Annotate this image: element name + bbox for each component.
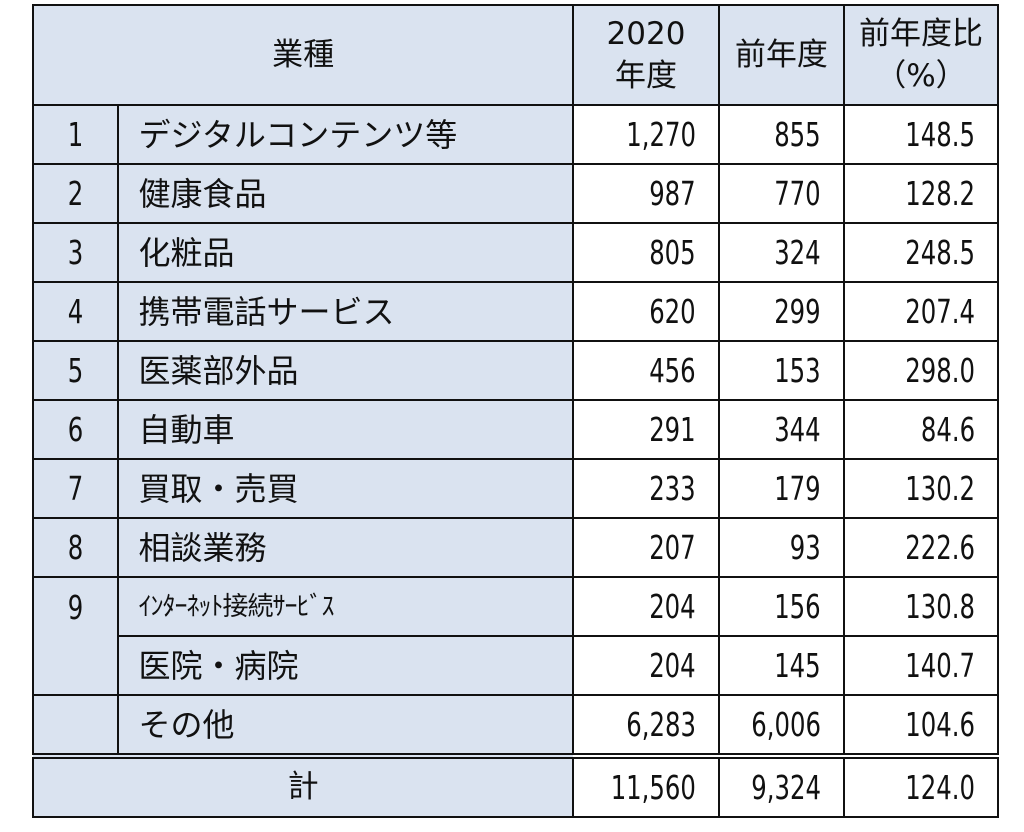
header-prev-year: 前年度 (717, 4, 845, 106)
table-row: 9 ｲﾝﾀｰﾈｯﾄ接続ｻｰﾋﾞｽ 204 156 130.8 (32, 576, 1000, 637)
rank-cell (32, 694, 119, 757)
ratio-cell: 130.8 (842, 576, 1000, 637)
header-fy2020-year: 2020 (606, 16, 686, 52)
ratio-cell: 222.6 (842, 517, 1000, 578)
category-cell: その他 (116, 694, 575, 757)
total-row: 計 11,560 9,324 124.0 (31, 753, 1000, 818)
ratio-cell: 298.0 (842, 340, 1000, 401)
category-cell: 買取・売買 (116, 458, 575, 519)
category-cell: 医薬部外品 (116, 340, 575, 401)
table-row: 6 自動車 291 344 84.6 (32, 399, 1000, 460)
prev-year-cell: 179 (717, 458, 845, 519)
ratio-cell: 128.2 (842, 163, 1000, 224)
fy2020-cell: 805 (572, 222, 720, 283)
header-ratio: 前年度比 （%） (842, 4, 1000, 106)
header-ratio-label: 前年度比 (858, 16, 983, 52)
category-cell: 健康食品 (116, 163, 575, 224)
table-row: 5 医薬部外品 456 153 298.0 (32, 340, 1000, 401)
rank-cell: 1 (32, 104, 119, 165)
category-cell: デジタルコンテンツ等 (116, 104, 575, 165)
rank-cell: 7 (32, 458, 119, 519)
category-cell: 化粧品 (116, 222, 575, 283)
ratio-cell: 84.6 (842, 399, 1000, 460)
fy2020-cell: 456 (572, 340, 720, 401)
fy2020-cell: 6,283 (572, 694, 720, 757)
total-prev-year: 9,324 (717, 753, 845, 818)
total-ratio: 124.0 (842, 753, 1000, 818)
prev-year-cell: 770 (717, 163, 845, 224)
header-ratio-unit: （%） (875, 58, 967, 94)
fy2020-cell: 233 (572, 458, 720, 519)
prev-year-cell: 156 (717, 576, 845, 637)
rank-cell: 2 (32, 163, 119, 224)
category-cell: 相談業務 (116, 517, 575, 578)
consultation-by-category-table: 業種 2020 年度 前年度 前年度比 （%） 1 デジタルコンテンツ等 1,2… (31, 4, 1000, 818)
prev-year-cell: 6,006 (717, 694, 845, 757)
rank-cell: 6 (32, 399, 119, 460)
table-row: 2 健康食品 987 770 128.2 (32, 163, 1000, 224)
table-row: 医院・病院 204 145 140.7 (32, 635, 1000, 696)
header-row: 業種 2020 年度 前年度 前年度比 （%） (31, 4, 1000, 106)
prev-year-cell: 93 (717, 517, 845, 578)
fy2020-cell: 291 (572, 399, 720, 460)
rank-cell: 3 (32, 222, 119, 283)
rank-cell (32, 636, 119, 696)
category-cell: 医院・病院 (116, 635, 575, 696)
prev-year-cell: 324 (717, 222, 845, 283)
ratio-cell: 248.5 (842, 222, 1000, 283)
prev-year-cell: 145 (717, 635, 845, 696)
header-category: 業種 (31, 4, 575, 106)
fy2020-cell: 207 (572, 517, 720, 578)
header-fy2020-label: 年度 (615, 58, 677, 94)
table-row: 7 買取・売買 233 179 130.2 (32, 458, 1000, 519)
fy2020-cell: 987 (572, 163, 720, 224)
prev-year-cell: 344 (717, 399, 845, 460)
category-cell: ｲﾝﾀｰﾈｯﾄ接続ｻｰﾋﾞｽ (116, 576, 575, 637)
table-row: 8 相談業務 207 93 222.6 (32, 517, 1000, 578)
prev-year-cell: 153 (717, 340, 845, 401)
prev-year-cell: 299 (717, 281, 845, 342)
table-row: 4 携帯電話サービス 620 299 207.4 (32, 281, 1000, 342)
fy2020-cell: 204 (572, 576, 720, 637)
header-fy2020: 2020 年度 (572, 4, 720, 106)
table-row: 3 化粧品 805 324 248.5 (32, 222, 1000, 283)
prev-year-cell: 855 (717, 104, 845, 165)
rank-cell: 4 (32, 281, 119, 342)
table-row: その他 6,283 6,006 104.6 (32, 694, 1000, 757)
ratio-cell: 148.5 (842, 104, 1000, 165)
rank-cell: 9 (32, 576, 119, 636)
total-fy2020: 11,560 (572, 753, 720, 818)
rank-cell: 8 (32, 517, 119, 578)
table-row: 1 デジタルコンテンツ等 1,270 855 148.5 (32, 104, 1000, 165)
fy2020-cell: 204 (572, 635, 720, 696)
fy2020-cell: 620 (572, 281, 720, 342)
ratio-cell: 130.2 (842, 458, 1000, 519)
ratio-cell: 207.4 (842, 281, 1000, 342)
ratio-cell: 104.6 (842, 694, 1000, 757)
category-cell: 携帯電話サービス (116, 281, 575, 342)
rank-cell: 5 (32, 340, 119, 401)
category-cell: 自動車 (116, 399, 575, 460)
ratio-cell: 140.7 (842, 635, 1000, 696)
total-label: 計 (31, 753, 575, 818)
fy2020-cell: 1,270 (572, 104, 720, 165)
